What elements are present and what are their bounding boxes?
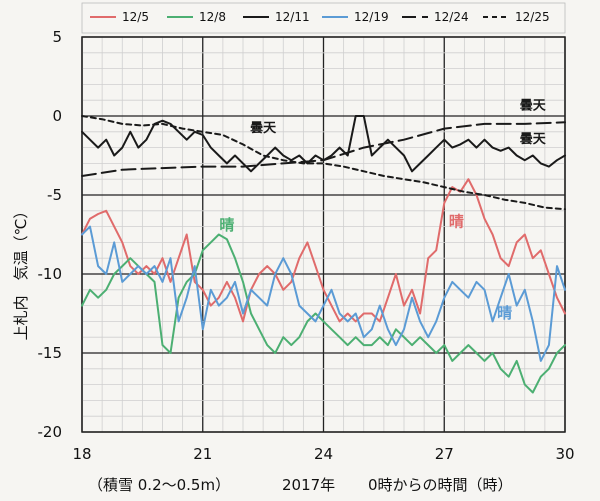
annotation-label: 曇天 — [520, 132, 547, 147]
series-line-12-19 — [81, 225, 566, 362]
y-tick-label: -20 — [38, 423, 63, 441]
series-line-12-8 — [81, 233, 566, 394]
y-tick-label: 5 — [52, 28, 62, 46]
series-line-12-24 — [81, 121, 566, 177]
legend: 12/5 12/8 12/11 12/19 12/24 12/25 — [81, 2, 566, 34]
legend-label: 12/11 — [275, 10, 310, 24]
x-tick-label: 27 — [435, 445, 454, 463]
series-line-12-5 — [81, 178, 566, 323]
year-label: 2017年 — [282, 476, 335, 494]
x-tick-label: 30 — [555, 445, 574, 463]
legend-label: 12/24 — [434, 10, 469, 24]
y-tick-labels: 5 0 -5 -10 -15 -20 — [38, 28, 63, 441]
y-tick-label: -10 — [38, 265, 63, 283]
annotations: 晴晴晴曇天曇天曇天 — [219, 99, 546, 323]
y-tick-label: 0 — [52, 107, 62, 125]
y-tick-label: -5 — [47, 186, 62, 204]
annotation-label: 晴 — [449, 213, 464, 231]
y-axis-label: 上札内 気温（℃） — [12, 204, 30, 341]
annotation-label: 曇天 — [250, 121, 277, 136]
x-tick-labels: 18 21 24 27 30 — [72, 445, 574, 463]
snow-note: （積雪 0.2〜0.5m） — [88, 476, 230, 494]
legend-label: 12/5 — [122, 10, 149, 24]
y-tick-label: -15 — [38, 344, 63, 362]
annotation-label: 曇天 — [520, 99, 547, 114]
x-axis-label: 0時からの時間（時） — [368, 476, 513, 494]
annotation-label: 晴 — [219, 216, 234, 234]
x-tick-label: 21 — [193, 445, 212, 463]
x-tick-label: 18 — [72, 445, 91, 463]
series-line-12-25 — [81, 115, 566, 211]
annotation-label: 晴 — [497, 304, 512, 322]
x-tick-label: 24 — [314, 445, 333, 463]
legend-label: 12/19 — [354, 10, 389, 24]
legend-label: 12/25 — [515, 10, 550, 24]
series-lines — [81, 115, 566, 394]
legend-label: 12/8 — [199, 10, 226, 24]
